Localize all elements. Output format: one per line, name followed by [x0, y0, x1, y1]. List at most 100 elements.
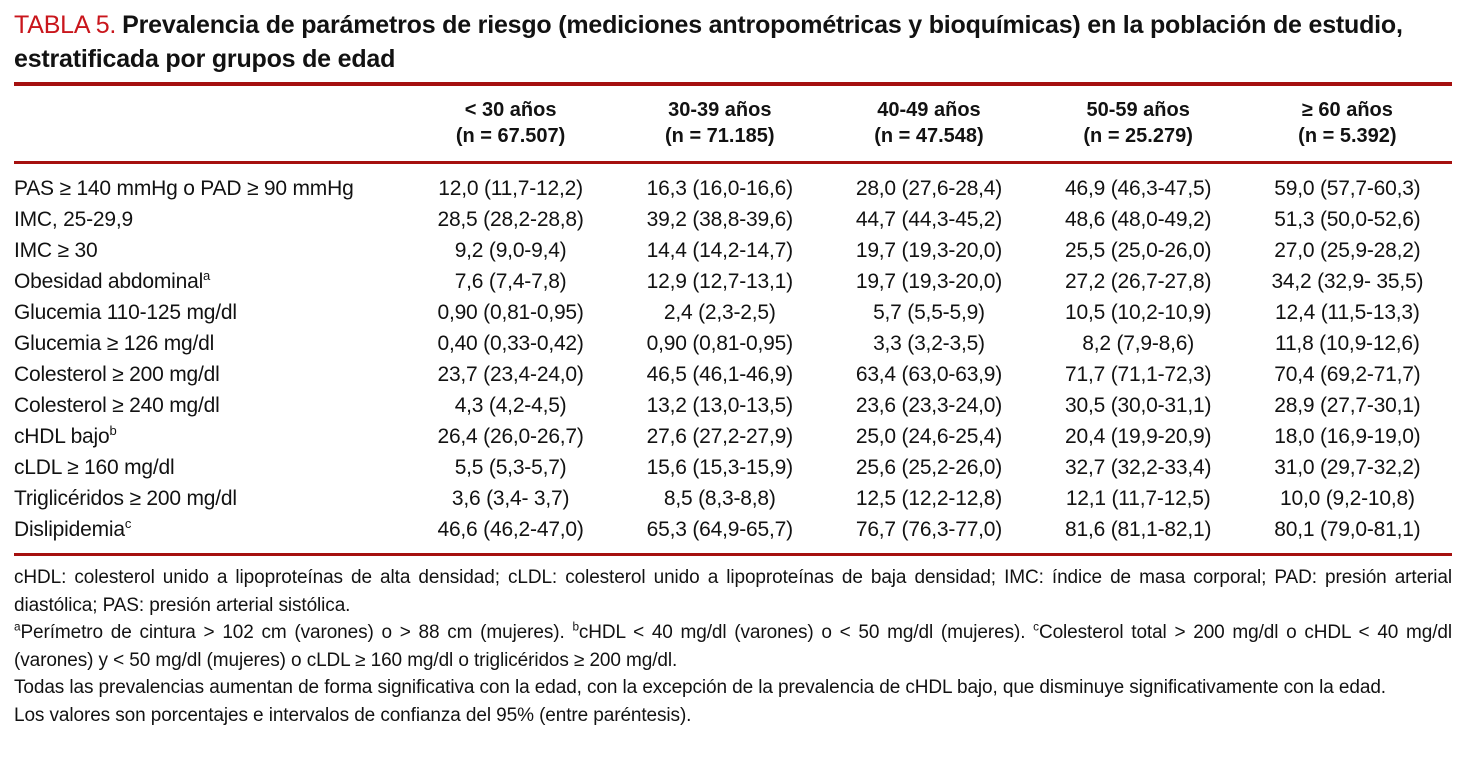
table-cell: 28,5 (28,2-28,8)	[437, 207, 584, 231]
table-cell: 25,6 (25,2-26,0)	[855, 455, 1003, 479]
footnote-marker: c	[124, 515, 132, 531]
table-cell: 5,7 (5,5-5,9)	[873, 300, 985, 324]
table-cell: 39,2 (38,8-39,6)	[646, 207, 793, 231]
table-cell: 44,7 (44,3-45,2)	[855, 207, 1003, 231]
table-cell: 12,4 (11,5-13,3)	[1275, 300, 1420, 324]
row-label: Colesterol ≥ 240 mg/dl	[14, 393, 220, 417]
table-cell: 25,0 (24,6-25,4)	[855, 424, 1003, 448]
footnote-marker: a	[203, 267, 211, 283]
header-col-30-39: 30-39 años (n = 71.185)	[615, 86, 824, 161]
table-cell: 34,2 (32,9- 35,5)	[1271, 269, 1424, 293]
table-cell: 20,4 (19,9-20,9)	[1065, 424, 1212, 448]
table-cell: 28,0 (27,6-28,4)	[855, 176, 1003, 200]
age-group-label: 50-59 años	[1086, 99, 1190, 121]
table-cell: 0,40 (0,33-0,42)	[437, 331, 584, 355]
table-cell: 0,90 (0,81-0,95)	[646, 331, 793, 355]
header-col-40-49: 40-49 años (n = 47.548)	[824, 86, 1033, 161]
table-cell: 46,9 (46,3-47,5)	[1065, 176, 1212, 200]
sample-size-label: (n = 67.507)	[455, 125, 566, 147]
row-label: Glucemia ≥ 126 mg/dl	[14, 331, 215, 355]
table-cell: 19,7 (19,3-20,0)	[855, 269, 1003, 293]
table-cell: 70,4 (69,2-71,7)	[1274, 362, 1421, 386]
footnote-def-a: Perímetro de cintura > 102 cm (varones) …	[20, 622, 573, 643]
table-title-text: Prevalencia de parámetros de riesgo (med…	[14, 11, 1403, 73]
row-label: PAS ≥ 140 mmHg o PAD ≥ 90 mmHg	[14, 176, 354, 200]
row-label: IMC, 25-29,9	[14, 207, 133, 231]
table-cell: 12,0 (11,7-12,2)	[438, 176, 583, 200]
row-label: cHDL bajob	[14, 422, 117, 448]
footnote-def-b: cHDL < 40 mg/dl (varones) o < 50 mg/dl (…	[578, 622, 1034, 643]
bottom-rule	[14, 553, 1452, 556]
table-header: < 30 años (n = 67.507) 30-39 años (n = 7…	[14, 86, 1452, 161]
table-cell: 76,7 (76,3-77,0)	[855, 517, 1003, 541]
table-cell: 46,6 (46,2-47,0)	[437, 517, 584, 541]
row-label: Glucemia 110-125 mg/dl	[14, 300, 237, 324]
table-row: Glucemia 110-125 mg/dl 0,90 (0,81-0,95) 2,…	[14, 297, 1452, 328]
row-label: Colesterol ≥ 200 mg/dl	[14, 362, 220, 386]
table-cell: 80,1 (79,0-81,1)	[1274, 517, 1421, 541]
header-empty-cell	[14, 86, 406, 161]
table-cell: 18,0 (16,9-19,0)	[1274, 424, 1421, 448]
table-number-label: TABLA 5.	[14, 11, 117, 39]
header-col-60plus: ≥ 60 años (n = 5.392)	[1243, 86, 1452, 161]
table-cell: 13,2 (13,0-13,5)	[646, 393, 793, 417]
top-rule	[14, 82, 1452, 86]
row-label: IMC ≥ 30	[14, 238, 98, 262]
table-cell: 7,6 (7,4-7,8)	[454, 269, 567, 293]
footnote-definitions: aPerímetro de cintura > 102 cm (varones)…	[14, 619, 1452, 674]
row-label: Dislipidemiac	[14, 515, 132, 541]
footnote-def-c: Colesterol total > 200 mg/dl o cHDL < 40…	[14, 622, 1452, 671]
footnote-marker-c: c	[1033, 620, 1039, 634]
table-cell: 51,3 (50,0-52,6)	[1274, 207, 1421, 231]
sample-size-label: (n = 25.279)	[1083, 125, 1193, 147]
footnote-abbreviations: cHDL: colesterol unido a lipoproteínas d…	[14, 567, 1452, 616]
table-cell: 65,3 (64,9-65,7)	[646, 517, 793, 541]
table-cell: 46,5 (46,1-46,9)	[646, 362, 793, 386]
table-cell: 5,5 (5,3-5,7)	[454, 455, 567, 479]
table-row: Colesterol ≥ 200 mg/dl 23,7 (23,4-24,0) 46…	[14, 359, 1452, 390]
table-cell: 23,7 (23,4-24,0)	[437, 362, 584, 386]
row-label: Obesidad abdominala	[14, 267, 211, 293]
table-cell: 14,4 (14,2-14,7)	[646, 238, 793, 262]
sample-size-label: (n = 5.392)	[1298, 125, 1397, 147]
table-cell: 2,4 (2,3-2,5)	[663, 300, 776, 324]
table-cell: 12,1 (11,7-12,5)	[1065, 486, 1211, 510]
table-row: IMC ≥ 30 9,2 (9,0-9,4) 14,4 (14,2-14,7) 19,…	[14, 235, 1452, 266]
table-cell: 4,3 (4,2-4,5)	[454, 393, 567, 417]
table-cell: 30,5 (30,0-31,1)	[1065, 393, 1212, 417]
sample-size-label: (n = 71.185)	[665, 125, 775, 147]
prevalence-table-body: PAS ≥ 140 mmHg o PAD ≥ 90 mmHg 12,0 (11,7…	[14, 164, 1452, 553]
table-cell: 63,4 (63,0-63,9)	[855, 362, 1003, 386]
header-rule	[14, 161, 1452, 164]
table-cell: 10,5 (10,2-10,9)	[1065, 300, 1212, 324]
table-cell: 27,6 (27,2-27,9)	[646, 424, 793, 448]
table-row: cLDL ≥ 160 mg/dl 5,5 (5,3-5,7) 15,6 (15,3-…	[14, 452, 1452, 483]
row-label: cLDL ≥ 160 mg/dl	[14, 455, 175, 479]
table-cell: 31,0 (29,7-32,2)	[1274, 455, 1421, 479]
table-cell: 16,3 (16,0-16,6)	[646, 176, 793, 200]
table-cell: 71,7 (71,1-72,3)	[1065, 362, 1212, 386]
table-cell: 19,7 (19,3-20,0)	[855, 238, 1003, 262]
header-col-under30: < 30 años (n = 67.507)	[406, 86, 615, 161]
footnote-values-note: Los valores son porcentajes e intervalos…	[14, 704, 692, 726]
table-cell: 15,6 (15,3-15,9)	[646, 455, 793, 479]
table-body: PAS ≥ 140 mmHg o PAD ≥ 90 mmHg 12,0 (11,7…	[14, 164, 1452, 553]
table-cell: 28,9 (27,7-30,1)	[1274, 393, 1421, 417]
table-cell: 10,0 (9,2-10,8)	[1279, 486, 1415, 510]
age-group-label: 30-39 años	[668, 99, 772, 121]
table-cell: 8,5 (8,3-8,8)	[663, 486, 776, 510]
table-cell: 3,6 (3,4- 3,7)	[451, 486, 570, 510]
age-group-label: < 30 años	[464, 99, 557, 121]
table-cell: 32,7 (32,2-33,4)	[1065, 455, 1212, 479]
prevalence-table: < 30 años (n = 67.507) 30-39 años (n = 7…	[14, 86, 1452, 161]
table-cell: 3,3 (3,2-3,5)	[873, 331, 985, 355]
footnote-marker-a: a	[14, 620, 21, 634]
table-row: IMC, 25-29,9 28,5 (28,2-28,8) 39,2 (38,8-3…	[14, 204, 1452, 235]
table-cell: 11,8 (10,9-12,6)	[1275, 331, 1420, 355]
table-cell: 48,6 (48,0-49,2)	[1065, 207, 1212, 231]
table-row: Colesterol ≥ 240 mg/dl 4,3 (4,2-4,5) 13,2 …	[14, 390, 1452, 421]
table-row: Triglicéridos ≥ 200 mg/dl 3,6 (3,4- 3,7) 8…	[14, 483, 1452, 514]
table-row: Obesidad abdominala 7,6 (7,4-7,8) 12,9 (12…	[14, 266, 1452, 297]
header-row: < 30 años (n = 67.507) 30-39 años (n = 7…	[14, 86, 1452, 161]
table-cell: 9,2 (9,0-9,4)	[454, 238, 567, 262]
